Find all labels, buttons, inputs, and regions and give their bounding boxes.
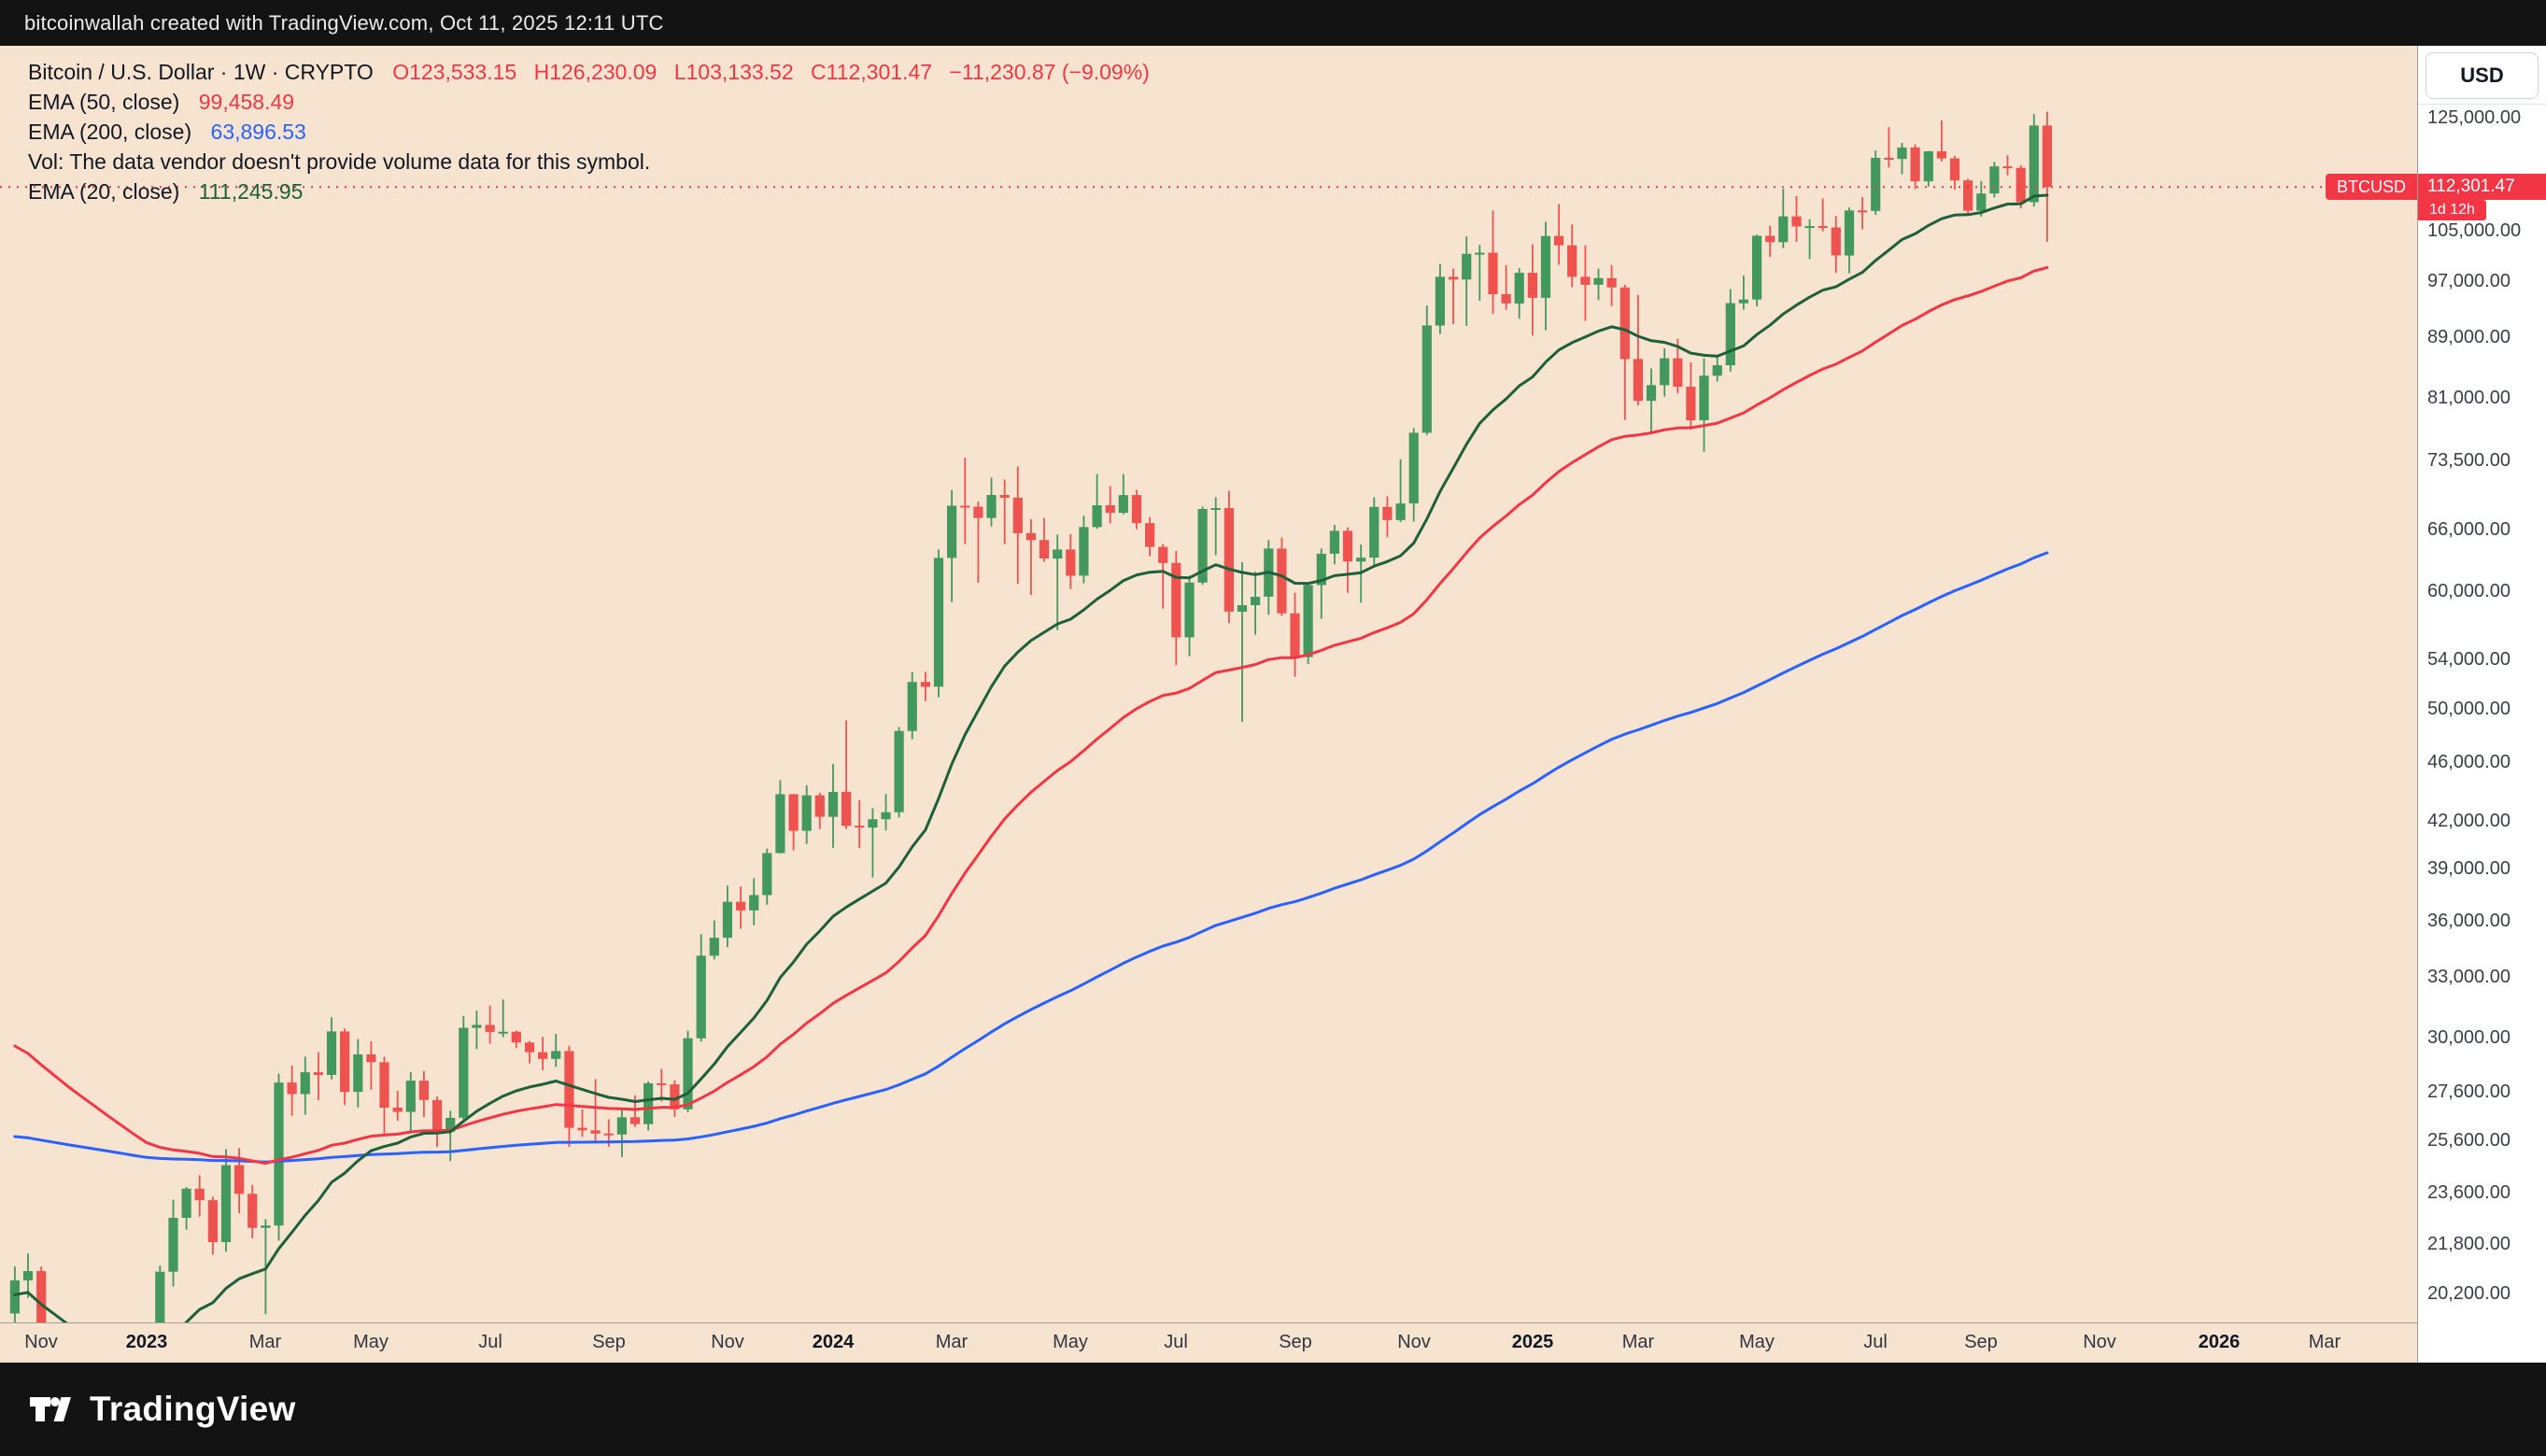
footer-bar: TradingView [0,1363,2546,1456]
price-tick-label: 81,000.00 [2427,388,2511,408]
tradingview-logo-icon[interactable] [26,1385,75,1434]
price-tick-label: 27,600.00 [2427,1081,2511,1102]
time-tick-month-label: Nov [2083,1332,2116,1352]
attribution-text: bitcoinwallah created with TradingView.c… [24,10,664,35]
price-tick-label: 39,000.00 [2427,858,2511,879]
ema50-label: EMA (50, close) [28,90,180,114]
time-tick-year-label: 2024 [812,1332,855,1352]
last-price-badge: 112,301.47 [2418,174,2546,200]
price-tick-label: 89,000.00 [2427,327,2511,347]
time-tick-month-label: Nov [711,1332,744,1352]
ohlc-high: H126,230.09 [533,60,658,84]
time-tick-month-label: May [1739,1332,1775,1352]
ema200-label: EMA (200, close) [28,120,192,144]
chart-legend: Bitcoin / U.S. Dollar · 1W · CRYPTO O123… [28,57,1150,206]
time-tick-month-label: Mar [248,1332,282,1352]
time-tick-month-label: Sep [592,1332,626,1352]
time-tick-year-label: 2025 [1511,1332,1554,1352]
ohlc-low: L103,133.52 [673,60,794,84]
legend-ema20-row[interactable]: EMA (20, close) 111,245.95 [28,177,1150,206]
time-tick-month-label: May [1053,1332,1088,1352]
legend-ema50-row[interactable]: EMA (50, close) 99,458.49 [28,87,1150,117]
time-tick-month-label: May [353,1332,389,1352]
price-tick-label: 54,000.00 [2427,649,2511,670]
chart-canvas[interactable]: Bitcoin / U.S. Dollar · 1W · CRYPTO O123… [0,46,2417,1322]
price-tick-label: 125,000.00 [2427,107,2522,128]
time-tick-month-label: Jul [478,1332,502,1352]
price-tick-label: 97,000.00 [2427,271,2511,291]
time-tick-month-label: Mar [1621,1332,1655,1352]
price-tick-label: 50,000.00 [2427,699,2511,719]
top-attribution-bar: bitcoinwallah created with TradingView.c… [0,0,2546,46]
price-tick-label: 33,000.00 [2427,967,2511,987]
price-tick-label: 42,000.00 [2427,811,2511,831]
time-tick-month-label: Nov [1397,1332,1431,1352]
time-tick-month-label: Mar [935,1332,969,1352]
price-tick-label: 25,600.00 [2427,1130,2511,1151]
volume-note: Vol: The data vendor doesn't provide vol… [28,149,651,174]
time-tick-month-label: Jul [1164,1332,1188,1352]
price-axis[interactable]: USD 112,301.47 1d 12h 125,000.00 105,000.… [2417,46,2546,1363]
symbol-title: Bitcoin / U.S. Dollar · 1W · CRYPTO [28,60,374,84]
price-tick-label: 21,800.00 [2427,1234,2511,1254]
axis-separator [2418,104,2546,105]
ohlc-close: C112,301.47 [811,60,933,84]
legend-volume-row[interactable]: Vol: The data vendor doesn't provide vol… [28,147,1150,177]
legend-ema200-row[interactable]: EMA (200, close) 63,896.53 [28,117,1150,147]
time-tick-year-label: 2023 [125,1332,168,1352]
ohlc-open: O123,533.15 [392,60,517,84]
time-tick-month-label: Mar [2308,1332,2341,1352]
time-axis[interactable]: Nov 2023 Mar May Jul Sep Nov 2024 Mar May Jul Sep No… [0,1322,2417,1363]
price-tick-label: 73,500.00 [2427,450,2511,471]
price-tick-label: 66,000.00 [2427,519,2511,540]
price-tick-label: 105,000.00 [2427,220,2522,241]
price-tick-label: 23,600.00 [2427,1182,2511,1203]
currency-toggle-button[interactable]: USD [2426,52,2539,99]
price-tick-label: 36,000.00 [2427,911,2511,931]
time-tick-month-label: Sep [1964,1332,1998,1352]
time-tick-year-label: 2026 [2198,1332,2241,1352]
legend-symbol-row[interactable]: Bitcoin / U.S. Dollar · 1W · CRYPTO O123… [28,57,1150,87]
ema20-value: 111,245.95 [198,179,304,204]
symbol-price-tag: BTCUSD [2325,174,2417,200]
ohlc-change: −11,230.87 (−9.09%) [949,60,1150,84]
candlestick-chart-svg [0,111,2417,1322]
price-tick-label: 20,200.00 [2427,1283,2511,1304]
time-tick-month-label: Sep [1279,1332,1312,1352]
tradingview-wordmark[interactable]: TradingView [90,1390,296,1428]
ema50-value: 99,458.49 [198,90,295,114]
bar-countdown-badge: 1d 12h [2418,200,2486,220]
time-tick-month-label: Jul [1863,1332,1888,1352]
ema20-label: EMA (20, close) [28,179,180,204]
ema200-value: 63,896.53 [210,120,306,144]
time-tick-month-label: Nov [24,1332,58,1352]
price-tick-label: 46,000.00 [2427,752,2511,772]
price-tick-label: 30,000.00 [2427,1027,2511,1048]
price-tick-label: 60,000.00 [2427,581,2511,601]
